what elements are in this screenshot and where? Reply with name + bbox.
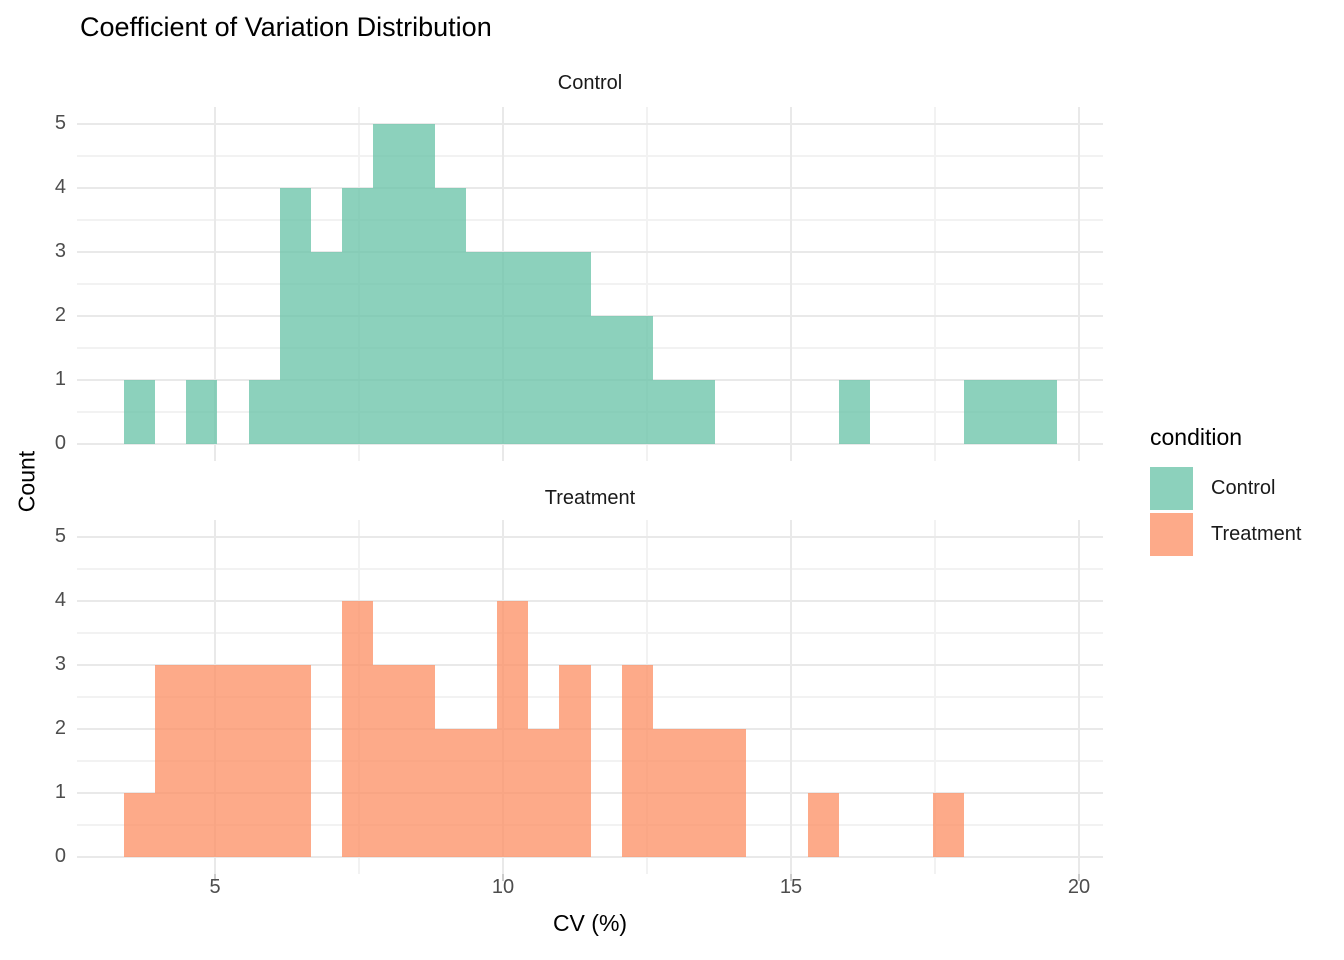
x-axis-tick [1078, 874, 1080, 881]
y-tick-label: 1 [54, 781, 66, 803]
x-tick-label: 15 [779, 876, 803, 898]
histogram-bar [466, 252, 497, 444]
gridline-y-minor [77, 632, 1103, 634]
x-tick-label: 5 [209, 876, 221, 898]
x-tick-label: 20 [1067, 876, 1091, 898]
histogram-bar [839, 380, 870, 444]
gridline-y-major [77, 536, 1103, 538]
gridline-y-minor [77, 155, 1103, 157]
gridline-x-minor [934, 107, 936, 461]
histogram-bar [435, 188, 466, 444]
x-tick-label: 10 [491, 876, 515, 898]
y-tick-label: 4 [54, 589, 66, 611]
gridline-y-minor [77, 219, 1103, 221]
legend: condition Control Treatment [1150, 424, 1301, 559]
histogram-bar [249, 380, 280, 444]
histogram-bar [591, 316, 622, 444]
histogram-bar [186, 380, 217, 444]
x-axis-tick [214, 874, 216, 881]
gridline-x-minor [934, 520, 936, 874]
panel-control [77, 107, 1103, 461]
y-tick-label: 3 [54, 653, 66, 675]
y-tick-label: 4 [54, 176, 66, 198]
histogram-bar [964, 380, 995, 444]
histogram-bar [933, 793, 964, 857]
histogram-bar [217, 665, 249, 857]
y-tick-label: 5 [54, 112, 66, 134]
legend-label-control: Control [1211, 477, 1276, 499]
legend-title: condition [1150, 424, 1243, 450]
histogram-bar [528, 729, 559, 857]
x-axis-tick [790, 874, 792, 881]
histogram-bar [404, 665, 435, 857]
histogram-bar [280, 188, 311, 444]
histogram-bar [995, 380, 1026, 444]
histogram-bar [559, 665, 591, 857]
histogram-bar [559, 252, 591, 444]
histogram-bar [124, 380, 155, 444]
facet-strip-treatment: Treatment [544, 487, 636, 509]
control-swatch [1150, 467, 1193, 510]
treatment-swatch [1150, 513, 1193, 556]
y-axis-title: Count [13, 450, 40, 513]
gridline-x-major [790, 520, 792, 874]
y-tick-label: 2 [54, 304, 66, 326]
gridline-x-major [1078, 107, 1080, 461]
gridline-x-major [790, 107, 792, 461]
facet-strip-control: Control [557, 72, 623, 94]
y-tick-label: 5 [54, 525, 66, 547]
histogram-bar [280, 665, 311, 857]
histogram-bar [808, 793, 839, 857]
histogram-bar [715, 729, 746, 857]
histogram-bar [155, 665, 186, 857]
y-tick-label: 0 [54, 845, 66, 867]
legend-item-control: Control [1150, 467, 1301, 510]
gridline-y-major [77, 600, 1103, 602]
histogram-bar [311, 252, 342, 444]
histogram-bar [622, 316, 653, 444]
histogram-bar [249, 665, 280, 857]
histogram-bar [186, 665, 217, 857]
y-tick-label: 0 [54, 432, 66, 454]
histogram-bar [684, 380, 715, 444]
panel-treatment [77, 520, 1103, 874]
histogram-bar [622, 665, 653, 857]
gridline-y-major [77, 856, 1103, 858]
histogram-bar [342, 188, 373, 444]
y-tick-label: 2 [54, 717, 66, 739]
x-axis-title: CV (%) [552, 910, 628, 936]
gridline-x-major [214, 107, 216, 461]
gridline-y-minor [77, 568, 1103, 570]
y-tick-label: 1 [54, 368, 66, 390]
histogram-bar [653, 380, 684, 444]
histogram-bar [373, 124, 404, 444]
histogram-bar [466, 729, 497, 857]
histogram-bar [497, 252, 528, 444]
y-tick-label: 3 [54, 240, 66, 262]
gridline-y-major [77, 123, 1103, 125]
histogram-bar [435, 729, 466, 857]
histogram-bar [124, 793, 155, 857]
histogram-bar [373, 665, 404, 857]
histogram-bar [497, 601, 528, 857]
legend-label-treatment: Treatment [1211, 523, 1302, 545]
gridline-y-major [77, 443, 1103, 445]
histogram-bar [684, 729, 715, 857]
histogram-bar [404, 124, 435, 444]
histogram-bar [1026, 380, 1057, 444]
histogram-bar [342, 601, 373, 857]
gridline-x-major [1078, 520, 1080, 874]
plot-title: Coefficient of Variation Distribution [80, 12, 492, 42]
legend-item-treatment: Treatment [1150, 513, 1301, 556]
histogram-bar [528, 252, 559, 444]
gridline-y-major [77, 187, 1103, 189]
histogram-bar [653, 729, 684, 857]
gridline-x-minor [646, 107, 648, 461]
x-axis-tick [502, 874, 504, 881]
